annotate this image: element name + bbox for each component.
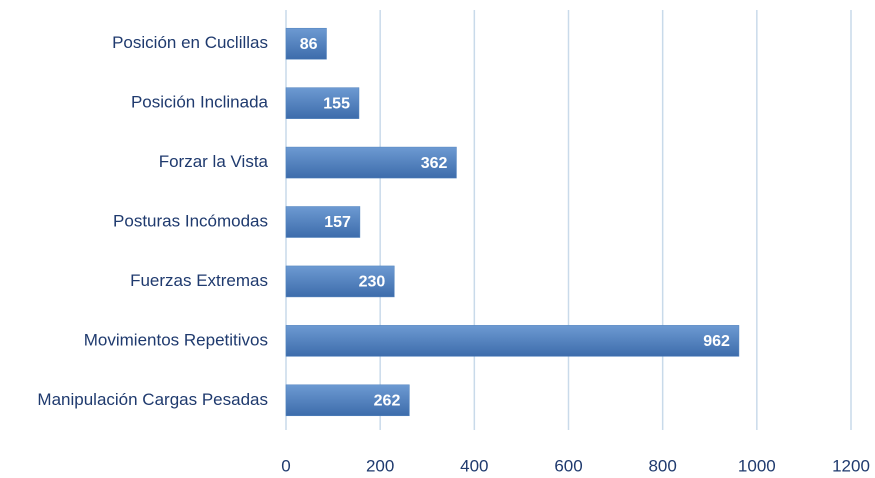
bar <box>285 265 395 298</box>
bar <box>285 87 360 119</box>
x-tick-label: 1000 <box>738 456 776 475</box>
x-tick-label: 200 <box>366 456 394 475</box>
value-label: 230 <box>359 274 386 291</box>
value-label: 86 <box>300 36 318 53</box>
x-tick-label: 400 <box>460 456 488 475</box>
value-label: 362 <box>421 155 448 172</box>
value-label: 962 <box>703 333 730 350</box>
value-label: 155 <box>323 95 350 112</box>
x-tick-label: 1200 <box>832 456 870 475</box>
bar <box>285 384 410 417</box>
y-tick-label: Posturas Incómodas <box>113 211 268 230</box>
y-tick-label: Movimientos Repetitivos <box>84 330 268 349</box>
bar <box>285 27 327 60</box>
y-tick-label: Posición Inclinada <box>131 93 269 112</box>
value-label: 262 <box>374 393 401 410</box>
bar <box>285 146 457 179</box>
x-tick-label: 600 <box>554 456 582 475</box>
y-tick-label: Fuerzas Extremas <box>130 271 268 290</box>
y-tick-label: Posición en Cuclillas <box>112 33 268 52</box>
value-label: 157 <box>324 214 351 231</box>
bar <box>285 206 361 238</box>
x-tick-label: 800 <box>648 456 676 475</box>
y-tick-label: Manipulación Cargas Pesadas <box>37 390 268 409</box>
bar <box>285 325 740 357</box>
y-tick-label: Forzar la Vista <box>159 152 269 171</box>
x-tick-label: 0 <box>281 456 290 475</box>
